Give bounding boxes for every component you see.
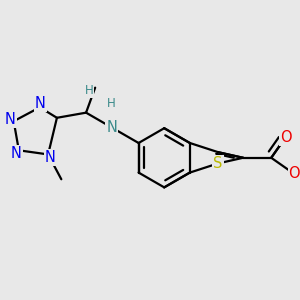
Text: O: O — [289, 167, 300, 182]
Text: H: H — [85, 84, 94, 97]
Text: N: N — [106, 120, 117, 135]
Text: S: S — [213, 156, 223, 171]
Text: N: N — [35, 96, 46, 111]
Text: N: N — [44, 150, 55, 165]
Text: H: H — [107, 97, 116, 110]
Text: N: N — [11, 146, 22, 160]
Text: O: O — [280, 130, 292, 145]
Text: N: N — [5, 112, 16, 127]
